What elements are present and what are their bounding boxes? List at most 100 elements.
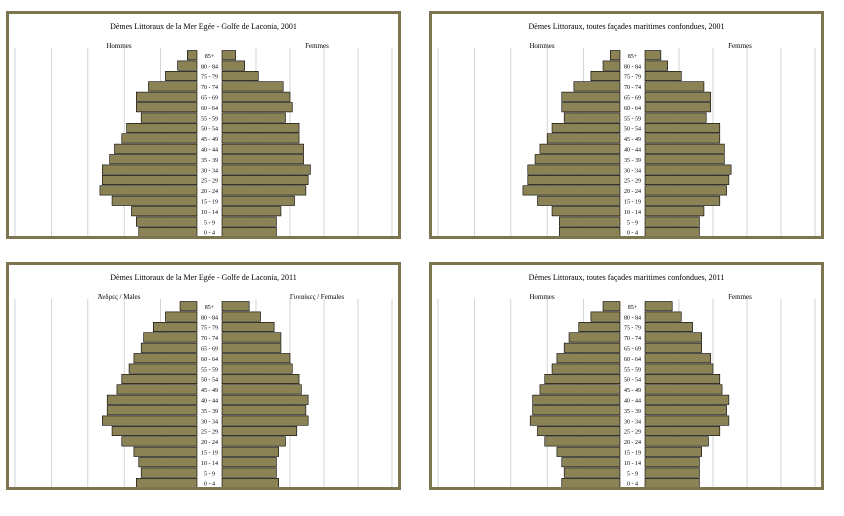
female-bar xyxy=(221,60,245,71)
male-bar xyxy=(551,206,621,217)
male-bar xyxy=(153,321,198,332)
male-bar xyxy=(563,342,621,353)
female-bar xyxy=(221,467,277,478)
female-bar xyxy=(644,216,700,227)
male-bar xyxy=(556,353,621,364)
female-bar xyxy=(644,81,705,92)
male-bar xyxy=(527,164,621,175)
male-bar xyxy=(561,478,621,487)
age-label: 0 - 4 xyxy=(204,482,215,487)
female-bar xyxy=(221,457,277,468)
female-bar xyxy=(221,353,291,364)
age-label: 35 - 39 xyxy=(624,158,641,164)
female-bar xyxy=(221,123,300,134)
age-label: 25 - 29 xyxy=(201,179,218,185)
age-label: 75 - 79 xyxy=(201,75,218,81)
age-label: 50 - 54 xyxy=(624,127,641,133)
female-bar xyxy=(644,123,721,134)
male-bar xyxy=(532,405,621,416)
male-bar xyxy=(609,50,621,61)
age-label: 15 - 19 xyxy=(624,200,641,206)
females-label: Femmes xyxy=(728,42,752,50)
male-bar xyxy=(138,227,198,236)
male-bar xyxy=(126,123,198,134)
female-bar xyxy=(644,206,705,217)
male-bar xyxy=(121,374,198,385)
pyramid-panel-1: Dèmes Littoraux de la Mer Egée - Golfe d… xyxy=(6,11,401,239)
age-label: 40 - 44 xyxy=(624,399,641,405)
male-bar xyxy=(99,185,198,196)
male-bar xyxy=(532,394,621,405)
female-bar xyxy=(644,227,700,236)
male-bar xyxy=(179,301,198,312)
male-bar xyxy=(111,426,198,437)
female-bar xyxy=(644,384,723,395)
male-bar xyxy=(563,112,621,123)
female-bar xyxy=(644,374,721,385)
male-bar xyxy=(111,195,198,206)
female-bar xyxy=(221,436,286,447)
female-bar xyxy=(644,332,702,343)
male-bar xyxy=(590,70,621,81)
age-label: 80 - 84 xyxy=(624,64,641,70)
female-bar xyxy=(644,436,709,447)
female-bar xyxy=(221,102,293,113)
male-bar xyxy=(102,164,198,175)
male-bar xyxy=(106,405,198,416)
age-label: 85+ xyxy=(628,305,638,311)
age-label: 20 - 24 xyxy=(201,440,218,446)
female-bar xyxy=(221,143,304,154)
female-bar xyxy=(221,301,250,312)
female-bar xyxy=(644,154,725,165)
age-label: 5 - 9 xyxy=(204,220,215,226)
female-bar xyxy=(221,70,259,81)
male-bar xyxy=(128,363,198,374)
pyramid-svg: Dèmes Littoraux de la Mer Egée - Golfe d… xyxy=(14,22,393,236)
age-label: 10 - 14 xyxy=(201,461,218,467)
male-bar xyxy=(121,133,198,144)
age-label: 55 - 59 xyxy=(624,116,641,122)
age-label: 60 - 64 xyxy=(201,106,218,112)
male-bar xyxy=(121,436,198,447)
female-bar xyxy=(644,164,732,175)
age-label: 55 - 59 xyxy=(201,367,218,373)
age-label: 25 - 29 xyxy=(201,430,218,436)
chart-title: Dèmes Littoraux, toutes façades maritime… xyxy=(529,273,725,282)
age-label: 30 - 34 xyxy=(201,419,218,425)
male-bar xyxy=(559,227,621,236)
female-bar xyxy=(221,446,279,457)
age-label: 25 - 29 xyxy=(624,430,641,436)
male-bar xyxy=(568,332,621,343)
female-bar xyxy=(221,195,295,206)
female-bar xyxy=(644,175,730,186)
female-bar xyxy=(221,154,304,165)
female-bar xyxy=(221,227,277,236)
male-bar xyxy=(131,206,198,217)
age-label: 30 - 34 xyxy=(624,419,641,425)
male-bar xyxy=(546,133,621,144)
male-bar xyxy=(534,154,621,165)
female-bar xyxy=(644,133,721,144)
female-bar xyxy=(644,467,700,478)
males-label: Hommes xyxy=(529,42,555,50)
female-bar xyxy=(221,321,275,332)
male-bar xyxy=(165,311,198,322)
female-bar xyxy=(644,301,673,312)
pyramid-panel-2: Dèmes Littoraux, toutes façades maritime… xyxy=(429,11,824,239)
female-bar xyxy=(644,185,727,196)
pyramid-svg: Dèmes Littoraux, toutes façades maritime… xyxy=(437,273,816,487)
chart-title: Dèmes Littoraux, toutes façades maritime… xyxy=(529,22,725,31)
female-bar xyxy=(221,216,277,227)
age-label: 20 - 24 xyxy=(624,440,641,446)
age-label: 65 - 69 xyxy=(201,347,218,353)
age-label: 70 - 74 xyxy=(624,336,641,342)
females-label: Femmes xyxy=(305,42,329,50)
age-label: 85+ xyxy=(205,54,215,60)
female-bar xyxy=(644,394,730,405)
age-label: 10 - 14 xyxy=(201,210,218,216)
age-label: 65 - 69 xyxy=(624,96,641,102)
age-label: 15 - 19 xyxy=(201,451,218,457)
male-bar xyxy=(140,342,198,353)
females-label: Femmes xyxy=(728,293,752,301)
age-label: 60 - 64 xyxy=(624,106,641,112)
